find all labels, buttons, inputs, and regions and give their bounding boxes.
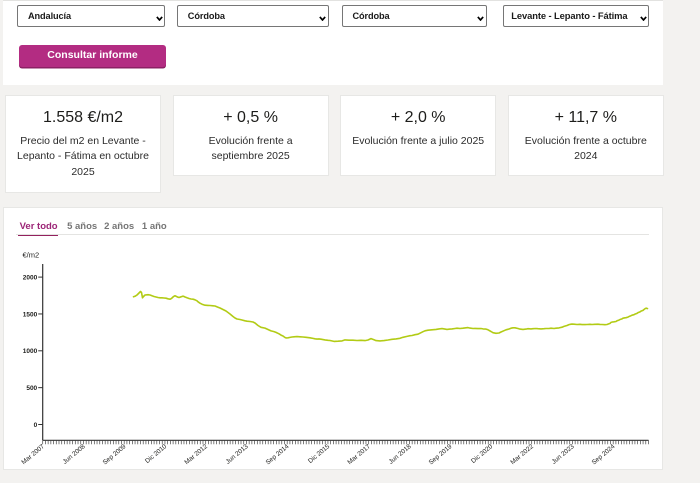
svg-text:Sep 2024: Sep 2024 [591, 443, 617, 466]
svg-text:Jun 2023: Jun 2023 [551, 443, 576, 466]
svg-text:Sep 2009: Sep 2009 [102, 443, 128, 466]
svg-text:Sep 2014: Sep 2014 [265, 443, 291, 466]
svg-text:Jun 2013: Jun 2013 [225, 443, 250, 466]
svg-text:1000: 1000 [23, 348, 38, 355]
svg-text:Sep 2019: Sep 2019 [428, 443, 454, 466]
svg-text:500: 500 [26, 385, 37, 392]
svg-text:Jun 2008: Jun 2008 [62, 443, 87, 466]
svg-text:€/m2: €/m2 [23, 251, 40, 260]
svg-text:Jun 2018: Jun 2018 [388, 443, 413, 466]
svg-text:Mar 2017: Mar 2017 [346, 443, 372, 466]
svg-text:Dic 2020: Dic 2020 [470, 443, 494, 465]
svg-text:2000: 2000 [23, 275, 38, 282]
svg-text:Mar 2007: Mar 2007 [20, 443, 46, 466]
svg-text:Mar 2012: Mar 2012 [183, 443, 209, 466]
svg-text:Dic 2010: Dic 2010 [144, 443, 168, 465]
svg-text:Mar 2022: Mar 2022 [509, 443, 535, 466]
svg-text:Dic 2015: Dic 2015 [307, 443, 331, 465]
svg-text:0: 0 [34, 422, 38, 429]
svg-text:1500: 1500 [23, 311, 38, 318]
